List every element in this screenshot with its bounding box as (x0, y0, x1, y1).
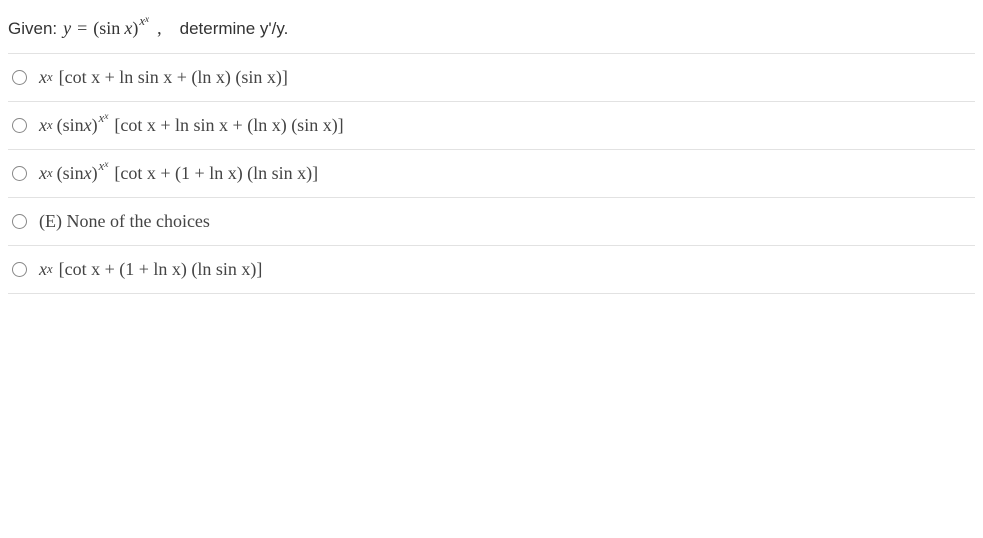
c-sin: sin (63, 163, 84, 184)
xc-sup: x (47, 166, 53, 181)
option-c-body: [cot x + (1 + ln x) (ln sin x)] (114, 163, 318, 184)
b-midx: x (84, 115, 92, 136)
xa-sup: x (47, 70, 53, 85)
equals-sign: = (77, 18, 87, 39)
c-exp: xx (99, 161, 109, 173)
b-sin: sin (63, 115, 84, 136)
xb: x (39, 115, 47, 136)
xa: x (39, 67, 47, 88)
question-prompt: Given: y = ( sin x ) xx , determine y'/y… (8, 8, 975, 53)
b-close: ) (92, 115, 98, 136)
option-b-math: xx (sin x) xx [cot x + ln sin x + (ln x)… (39, 115, 344, 136)
radio-e[interactable] (12, 262, 27, 277)
option-a-math: xx [cot x + ln sin x + (ln x) (sin x)] (39, 67, 288, 88)
b-exp-sup: x (104, 112, 108, 122)
c-close: ) (92, 163, 98, 184)
xe-sup: x (47, 262, 53, 277)
option-b-body: [cot x + ln sin x + (ln x) (sin x)] (114, 115, 343, 136)
close-paren: ) (132, 18, 138, 39)
option-c-math: xx (sin x) xx [cot x + (1 + ln x) (ln si… (39, 163, 318, 184)
sin-fn: sin (99, 18, 120, 39)
option-e-body: [cot x + (1 + ln x) (ln sin x)] (59, 259, 263, 280)
option-b[interactable]: xx (sin x) xx [cot x + ln sin x + (ln x)… (8, 101, 975, 149)
b-exp: xx (99, 113, 109, 125)
xc: x (39, 163, 47, 184)
exp-sup: x (145, 15, 149, 25)
option-d[interactable]: (E) None of the choices (8, 197, 975, 245)
determine-label: determine y'/y. (180, 19, 289, 39)
radio-c[interactable] (12, 166, 27, 181)
option-a-body: [cot x + ln sin x + (ln x) (sin x)] (59, 67, 288, 88)
given-label: Given: (8, 19, 57, 39)
radio-b[interactable] (12, 118, 27, 133)
c-exp-sup: x (104, 160, 108, 170)
option-e[interactable]: xx [cot x + (1 + ln x) (ln sin x)] (8, 245, 975, 294)
option-e-math: xx [cot x + (1 + ln x) (ln sin x)] (39, 259, 262, 280)
radio-a[interactable] (12, 70, 27, 85)
eq-y: y (63, 18, 71, 39)
option-c[interactable]: xx (sin x) xx [cot x + (1 + ln x) (ln si… (8, 149, 975, 197)
comma: , (157, 18, 162, 39)
c-midx: x (84, 163, 92, 184)
eq-x: x (124, 18, 132, 39)
exponent-stack: xx (139, 16, 149, 28)
xe: x (39, 259, 47, 280)
radio-d[interactable] (12, 214, 27, 229)
option-d-body: (E) None of the choices (39, 211, 210, 232)
option-a[interactable]: xx [cot x + ln sin x + (ln x) (sin x)] (8, 53, 975, 101)
xb-sup: x (47, 118, 53, 133)
equation: y = ( sin x ) xx (63, 18, 149, 39)
options-list: xx [cot x + ln sin x + (ln x) (sin x)] x… (8, 53, 975, 294)
option-d-text: (E) None of the choices (39, 211, 210, 232)
